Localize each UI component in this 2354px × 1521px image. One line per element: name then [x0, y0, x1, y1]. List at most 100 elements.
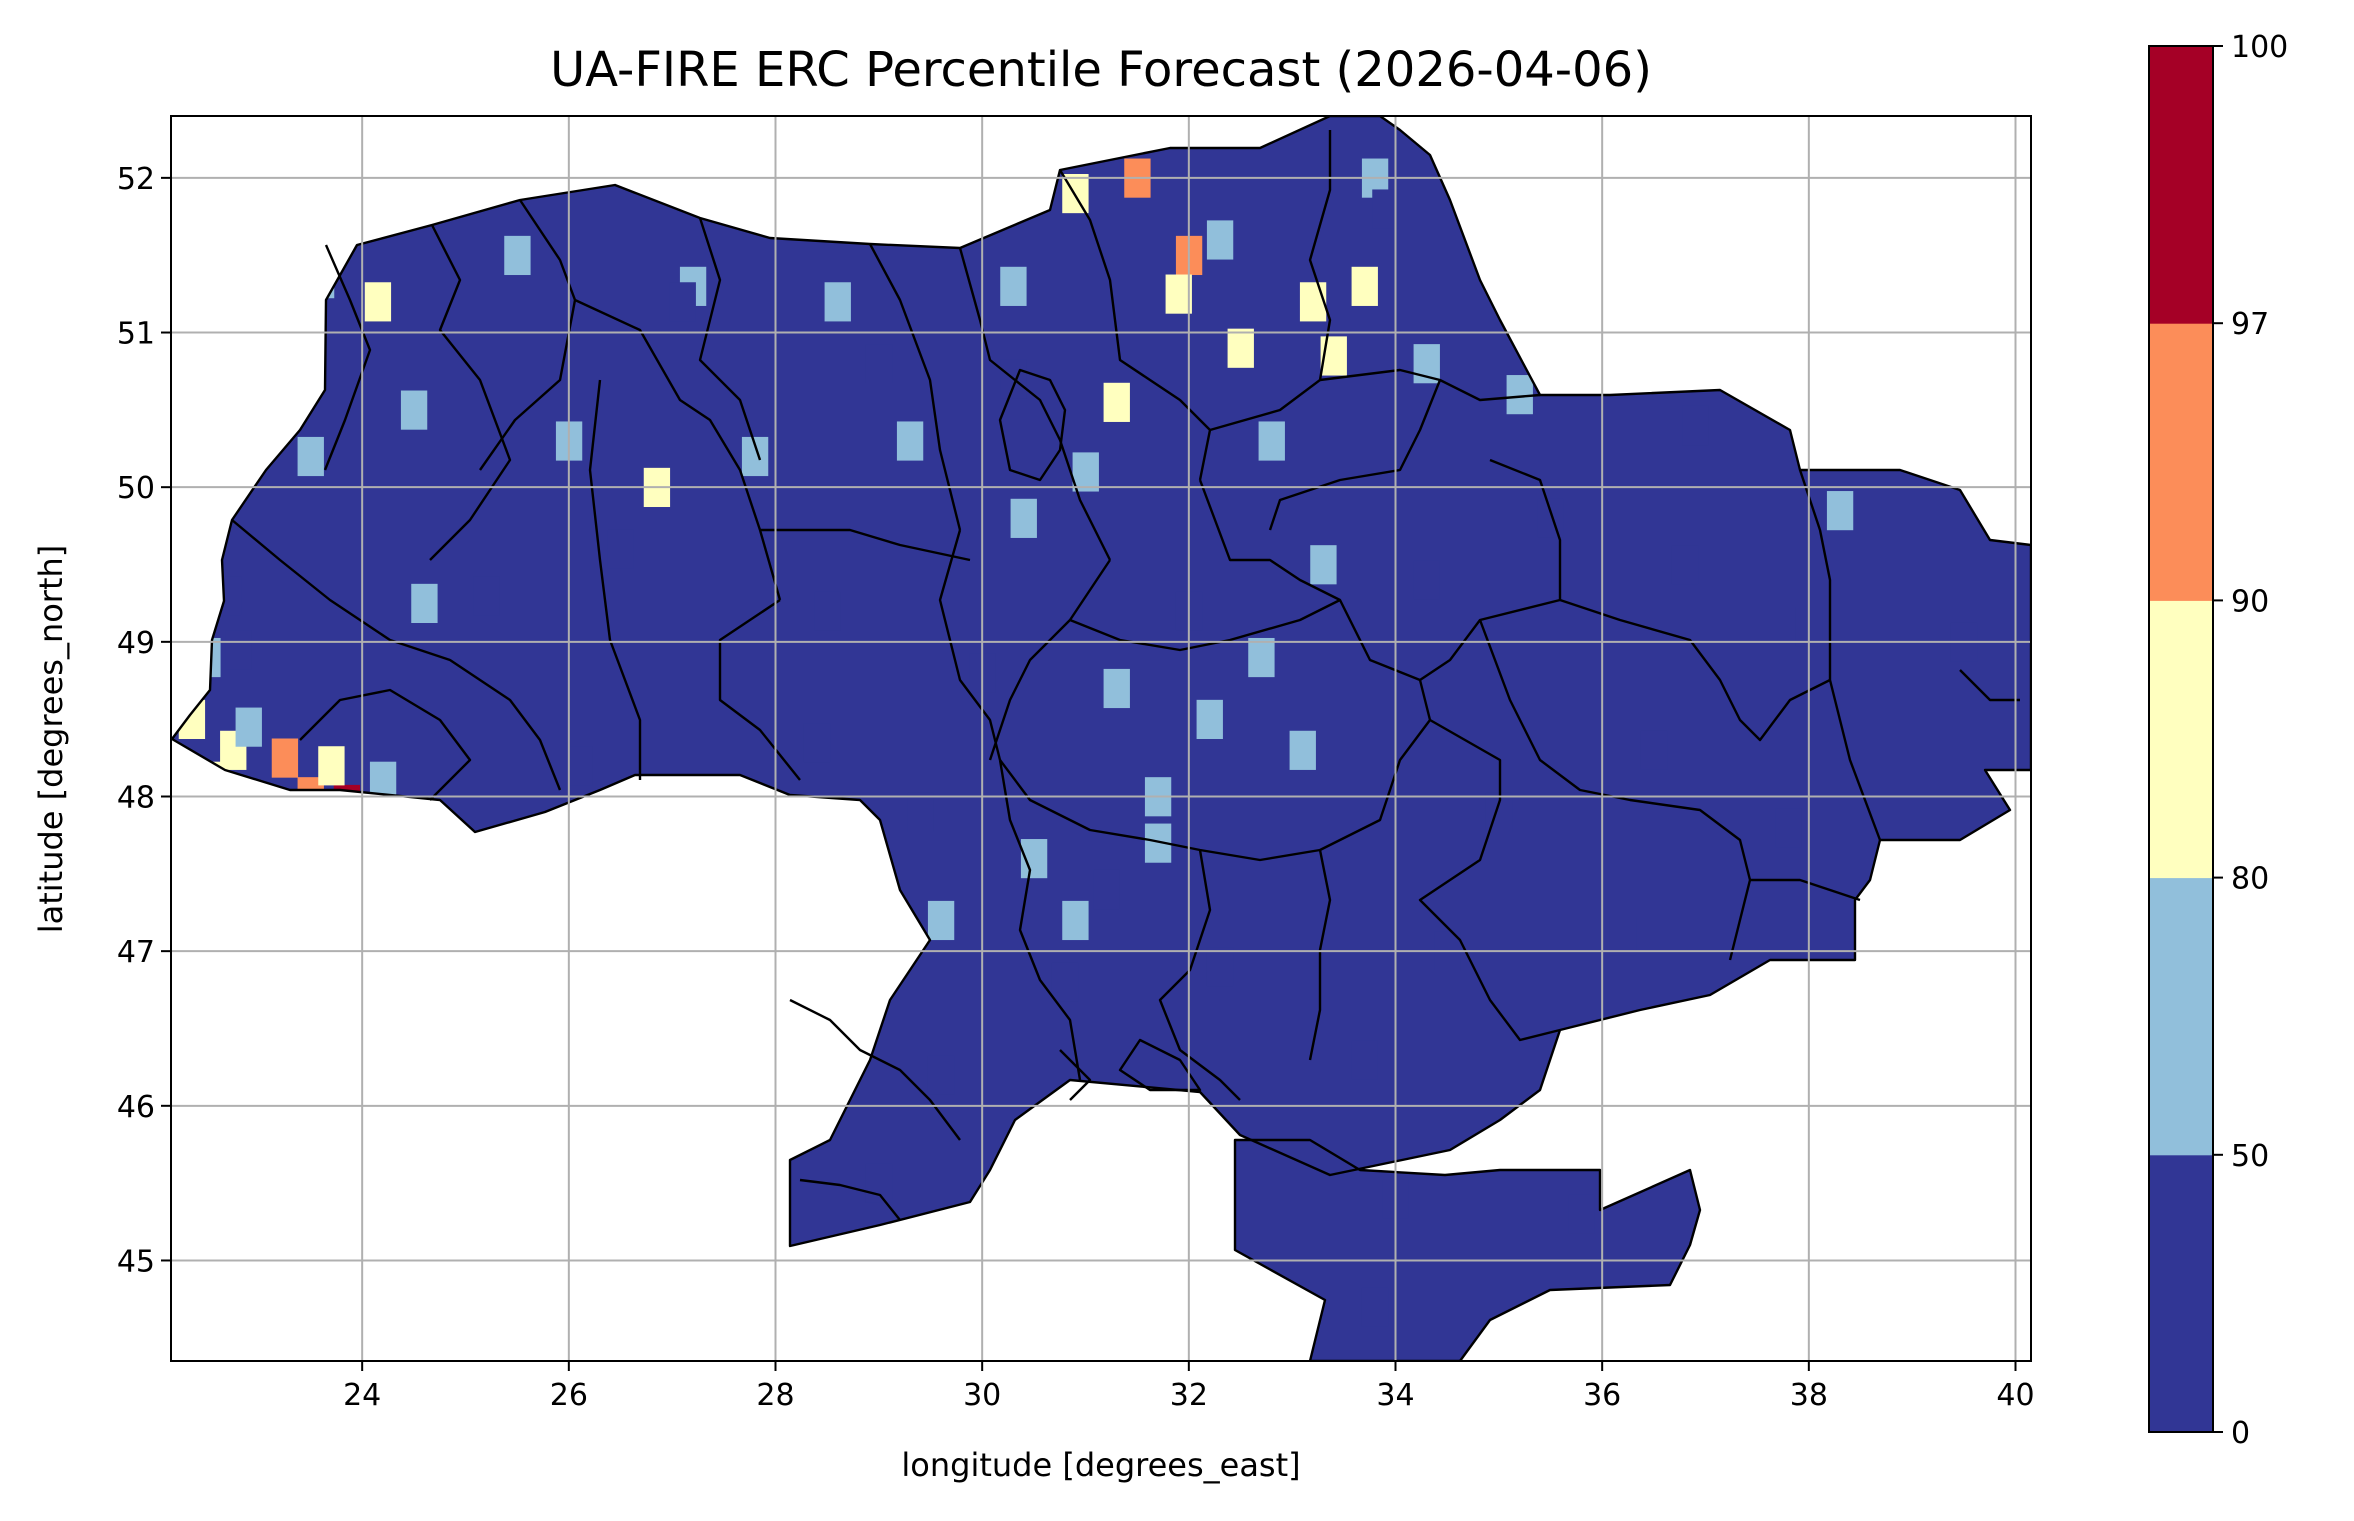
percentile-cell	[1568, 1194, 1595, 1234]
oblast-boundary	[1750, 878, 1861, 902]
percentile-cell	[1351, 1040, 1378, 1080]
oblast-boundary	[1158, 849, 1241, 1101]
percentile-cell	[1351, 266, 1378, 306]
percentile-cell	[1537, 498, 1564, 538]
chart-title: UA-FIRE ERC Percentile Forecast (2026-04…	[550, 42, 1652, 98]
percentile-cell	[1165, 274, 1192, 314]
oblast-boundary	[1559, 598, 1831, 742]
oblast-boundary	[958, 247, 1112, 561]
oblast-boundary	[479, 199, 577, 471]
percentile-cell	[907, 792, 934, 832]
percentile-cell	[1000, 266, 1027, 306]
percentile-cell	[1775, 808, 1802, 848]
percentile-cell	[1103, 668, 1130, 709]
percentile-cell	[1682, 405, 1709, 446]
percentile-cell	[1413, 560, 1440, 600]
x-tick-label: 40	[1996, 1378, 2034, 1413]
percentile-cell	[318, 746, 345, 786]
admin-boundaries	[171, 116, 2031, 1361]
percentile-cell	[1062, 900, 1089, 941]
colorbar-segment	[2149, 877, 2213, 1156]
x-axis-ticks: 24 26 28 30 32 34 36 38 40	[343, 1361, 2035, 1413]
oblast-boundary	[299, 688, 472, 801]
oblast-boundary	[429, 224, 512, 561]
percentile-cell	[1103, 382, 1130, 422]
oblast-boundary	[1069, 598, 1341, 652]
y-tick-label: 46	[117, 1090, 155, 1125]
percentile-cell	[194, 637, 221, 678]
oblast-boundary	[1418, 718, 1561, 1042]
percentile-cell	[1248, 637, 1275, 678]
percentile-cell	[566, 746, 593, 786]
national-border	[171, 116, 2031, 1248]
percentile-cell	[214, 576, 242, 616]
percentile-cell	[1826, 491, 1854, 531]
y-tick-label: 51	[117, 317, 155, 352]
percentile-cell	[865, 189, 893, 229]
percentile-cell	[1609, 916, 1637, 956]
oblast-boundary	[1209, 130, 1332, 432]
percentile-cell	[1299, 282, 1327, 322]
y-tick-label: 52	[117, 162, 155, 197]
oblast-boundary	[938, 529, 1002, 761]
oblast-boundary	[1959, 669, 2020, 702]
oblast-boundary	[988, 559, 1111, 761]
oblast-boundary	[998, 368, 1067, 482]
percentile-cell	[1258, 421, 1285, 461]
percentile-cell	[927, 1055, 955, 1095]
percentile-cell	[271, 738, 299, 778]
percentile-cell	[297, 436, 324, 477]
plot-frame	[170, 115, 2032, 1362]
percentile-cell	[1640, 730, 1668, 770]
oblast-boundary	[760, 528, 971, 562]
percentile-cell	[1227, 328, 1254, 368]
colorbar-tick-label: 100	[2231, 30, 2288, 65]
percentile-cell	[865, 344, 893, 384]
oblast-boundary	[799, 1178, 901, 1221]
oblast-boundary	[1308, 849, 1332, 1061]
colorbar-tick-label: 90	[2231, 584, 2269, 619]
y-tick-label: 50	[117, 471, 155, 506]
plot-area	[171, 116, 2031, 1361]
percentile-cell	[1506, 375, 1533, 415]
x-axis-label: longitude [degrees_east]	[901, 1446, 1300, 1484]
percentile-cell	[1196, 699, 1223, 739]
percentile-cell	[896, 421, 924, 461]
percentile-cell	[1072, 452, 1099, 492]
grid-lines	[171, 116, 2031, 1361]
percentile-cell	[865, 1163, 893, 1203]
crimea-border	[1233, 1138, 1702, 1361]
colorbar-tick-label: 50	[2231, 1139, 2269, 1174]
y-axis-ticks: 45 46 47 48 49 50 51 52	[117, 162, 171, 1279]
coastline-inner	[1059, 1049, 1092, 1101]
oblast-boundary	[1478, 619, 1752, 961]
oblast-boundary	[698, 217, 762, 461]
oblast-boundary	[1198, 479, 1561, 682]
percentile-cell	[1289, 730, 1316, 770]
colorbar-segment	[2149, 323, 2213, 601]
oblast-boundary	[1268, 379, 1442, 531]
percentile-cell	[473, 576, 500, 616]
colorbar-frame	[2148, 45, 2214, 1433]
percentile-cell	[1093, 869, 1120, 910]
x-tick-label: 38	[1790, 1378, 1828, 1413]
oblast-boundary	[323, 244, 372, 471]
percentile-cell	[411, 583, 438, 624]
coastline-inner	[1118, 1038, 1202, 1092]
x-tick-label: 28	[756, 1378, 794, 1413]
percentile-cell	[225, 630, 252, 670]
oblast-boundary	[1489, 458, 1562, 600]
percentile-cell	[1361, 1287, 1389, 1327]
land-raster	[172, 116, 2031, 1361]
percentile-cell	[1671, 545, 1699, 585]
percentile-cell	[1310, 545, 1337, 585]
x-tick-label: 32	[1170, 1378, 1208, 1413]
y-tick-label: 48	[117, 780, 155, 815]
percentile-cell	[814, 591, 841, 631]
colorbar-tick-label: 97	[2231, 307, 2269, 342]
oblast-boundary	[718, 599, 801, 781]
oblast-boundary	[588, 379, 642, 780]
percentile-cell	[400, 390, 428, 430]
oblast-boundary	[999, 679, 1432, 862]
